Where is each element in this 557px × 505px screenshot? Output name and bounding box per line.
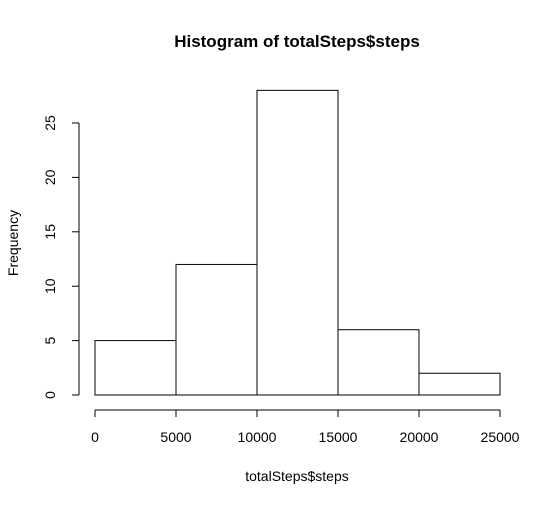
histogram-bar-4 bbox=[418, 372, 501, 396]
x-tick-label: 25000 bbox=[481, 429, 520, 445]
chart-title: Histogram of totalSteps$steps bbox=[174, 32, 420, 51]
y-axis: 0 5 10 15 20 25 bbox=[42, 115, 80, 399]
x-tick-label: 10000 bbox=[238, 429, 277, 445]
histogram-bar-2 bbox=[256, 89, 339, 396]
x-axis-label: totalSteps$steps bbox=[245, 468, 349, 484]
y-tick-label: 20 bbox=[42, 169, 58, 185]
y-axis-label: Frequency bbox=[5, 210, 21, 276]
y-tick-label: 0 bbox=[42, 391, 58, 399]
y-tick-label: 25 bbox=[42, 115, 58, 131]
y-tick-label: 10 bbox=[42, 278, 58, 294]
histogram-bar-0 bbox=[94, 340, 177, 396]
x-tick-label: 15000 bbox=[319, 429, 358, 445]
x-axis: 0 5000 10000 15000 20000 25000 bbox=[91, 409, 520, 445]
histogram-bar-1 bbox=[175, 263, 258, 396]
histogram-bar-3 bbox=[337, 329, 420, 396]
x-tick-label: 20000 bbox=[400, 429, 439, 445]
x-tick-label: 5000 bbox=[160, 429, 191, 445]
y-tick-label: 5 bbox=[42, 336, 58, 344]
x-tick-label: 0 bbox=[91, 429, 99, 445]
y-tick-label: 15 bbox=[42, 224, 58, 240]
bars-group bbox=[94, 89, 501, 396]
